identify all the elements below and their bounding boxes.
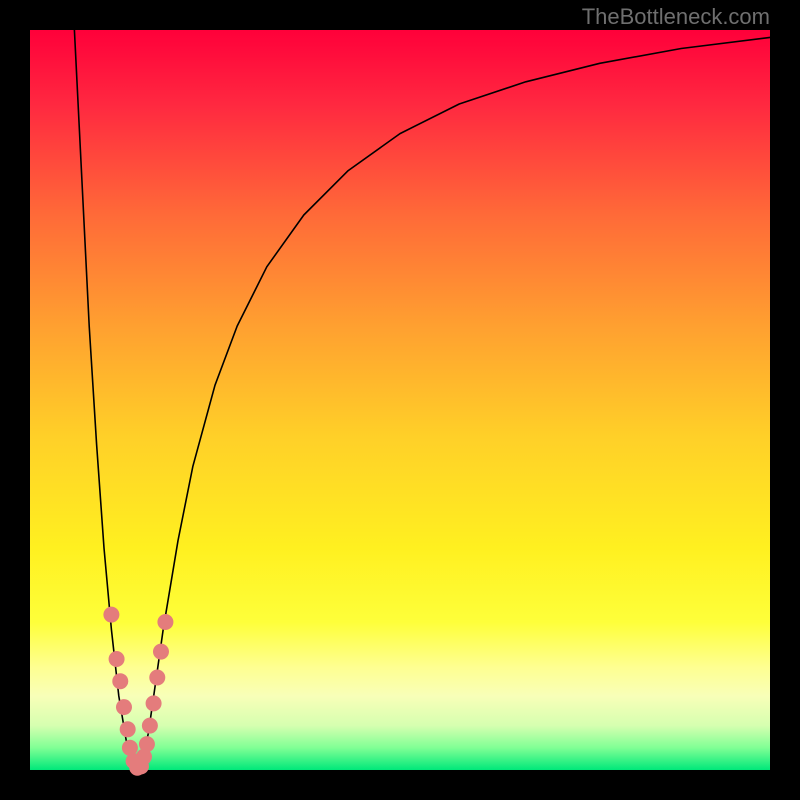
data-marker — [149, 670, 165, 686]
data-marker — [157, 614, 173, 630]
bottleneck-chart — [0, 0, 800, 800]
watermark-text: TheBottleneck.com — [582, 4, 770, 30]
data-marker — [139, 736, 155, 752]
data-marker — [116, 699, 132, 715]
data-marker — [103, 607, 119, 623]
plot-background-gradient — [30, 30, 770, 770]
data-marker — [146, 695, 162, 711]
data-marker — [109, 651, 125, 667]
data-marker — [112, 673, 128, 689]
data-marker — [142, 718, 158, 734]
data-marker — [120, 721, 136, 737]
chart-container: TheBottleneck.com — [0, 0, 800, 800]
data-marker — [153, 644, 169, 660]
